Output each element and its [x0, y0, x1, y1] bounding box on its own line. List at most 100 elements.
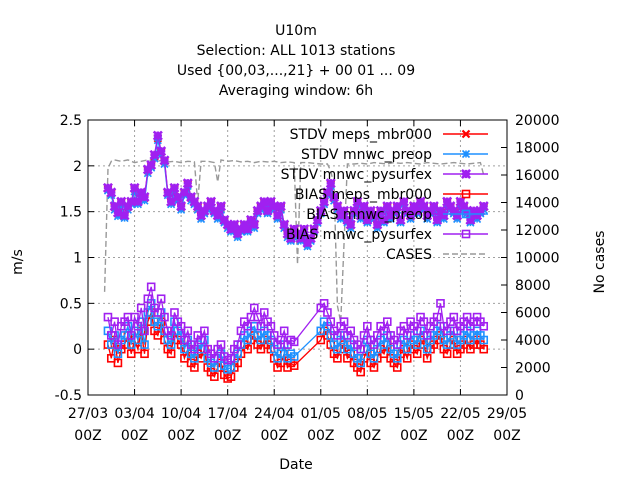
legend-swatch-marker: [460, 168, 472, 180]
data-point: [103, 312, 113, 322]
data-point: [358, 201, 370, 212]
y2-tick-label: 18000: [515, 141, 560, 157]
data-point: [378, 214, 389, 225]
data-point: [180, 335, 189, 345]
data-point: [422, 344, 432, 354]
data-point: [130, 312, 139, 322]
data-point: [349, 205, 360, 216]
data-point: [368, 210, 380, 221]
data-point: [106, 354, 116, 363]
data-point: [133, 344, 143, 354]
x-tick-label: 00Z: [214, 428, 241, 444]
data-point: [153, 321, 163, 331]
legend-label: CASES: [386, 247, 432, 263]
data-point: [442, 349, 452, 359]
data-point: [332, 201, 343, 212]
chart-title-line: Used {00,03,...,21} + 00 01 ... 09: [177, 63, 415, 79]
data-point: [176, 321, 186, 331]
data-point: [140, 349, 149, 359]
x-tick-label: 00Z: [354, 428, 381, 444]
y-axis-label: m/s: [10, 249, 26, 275]
y2-tick-label: 0: [515, 388, 524, 404]
data-point: [156, 294, 166, 304]
data-point: [229, 219, 240, 230]
data-point: [113, 358, 123, 368]
data-point: [309, 224, 320, 235]
legend-label: STDV mnwc_preop: [301, 147, 432, 163]
data-point: [146, 159, 157, 170]
data-point: [269, 201, 280, 212]
data-point: [106, 331, 116, 340]
data-point: [166, 349, 176, 359]
data-point: [382, 317, 392, 326]
y-tick-label: 2: [73, 159, 82, 175]
data-point: [333, 344, 342, 354]
data-point: [269, 331, 279, 340]
y-tick-label: 1.5: [60, 205, 82, 221]
data-point: [160, 312, 169, 322]
chart-title: U10m Selection: ALL 1013 stations Used {00…: [177, 23, 415, 99]
data-point: [176, 201, 187, 212]
data-point: [253, 312, 262, 322]
data-point: [159, 155, 170, 166]
data-point: [183, 326, 193, 336]
data-point: [369, 340, 379, 349]
x-tick-label: 15/05: [394, 406, 434, 422]
data-point: [305, 233, 316, 244]
data-point: [233, 340, 242, 349]
data-point: [392, 354, 402, 363]
data-point: [166, 196, 177, 207]
data-point: [465, 214, 476, 225]
data-point: [289, 337, 299, 347]
data-point: [402, 354, 412, 363]
data-point: [146, 282, 156, 292]
data-point: [319, 196, 330, 207]
series-bias-mnwc-pysurfex: [103, 282, 489, 365]
data-point: [180, 354, 189, 363]
data-point: [285, 233, 296, 244]
data-point: [418, 201, 429, 212]
data-point: [325, 178, 336, 189]
data-point: [276, 335, 286, 345]
chart-series: [102, 130, 489, 383]
series-cases: [103, 159, 485, 323]
data-point: [428, 201, 439, 212]
legend-label: BIAS mnwc_preop: [306, 207, 432, 223]
chart-grid: [88, 120, 507, 395]
legend-label: BIAS meps_mbr000: [295, 187, 432, 203]
data-point: [153, 331, 163, 340]
data-point: [369, 354, 379, 363]
x-tick-label: 00Z: [493, 428, 520, 444]
data-point: [153, 308, 163, 317]
data-point: [362, 214, 373, 225]
x-tick-label: 17/04: [207, 406, 247, 422]
data-point: [379, 326, 389, 336]
data-point: [192, 201, 203, 212]
data-point: [432, 312, 442, 322]
data-point: [405, 210, 416, 221]
data-point: [419, 317, 429, 326]
y2-tick-label: 12000: [515, 223, 560, 239]
data-point: [249, 219, 260, 230]
x-tick-label: 27/03: [68, 406, 108, 422]
data-point: [382, 201, 393, 212]
data-point: [156, 146, 167, 157]
data-point: [243, 344, 252, 354]
data-point: [212, 210, 223, 221]
x-tick-label: 03/04: [114, 406, 154, 422]
y2-axis-ticks: 0 2000 4000 6000 8000 10000 12000 14000 16000 180…: [501, 113, 560, 404]
y2-tick-label: 8000: [515, 278, 551, 294]
y-axis-ticks: -0.5 0 0.5 1 1.5 2 2.5: [55, 113, 94, 404]
data-point: [412, 205, 423, 216]
data-point: [126, 331, 136, 340]
data-point: [196, 335, 206, 345]
data-point: [143, 294, 153, 304]
data-point: [140, 326, 149, 336]
data-point: [392, 363, 402, 372]
data-point: [162, 187, 173, 198]
data-point: [149, 149, 160, 160]
y-tick-label: 1: [73, 251, 82, 267]
data-point: [256, 344, 266, 354]
data-point: [179, 187, 190, 198]
